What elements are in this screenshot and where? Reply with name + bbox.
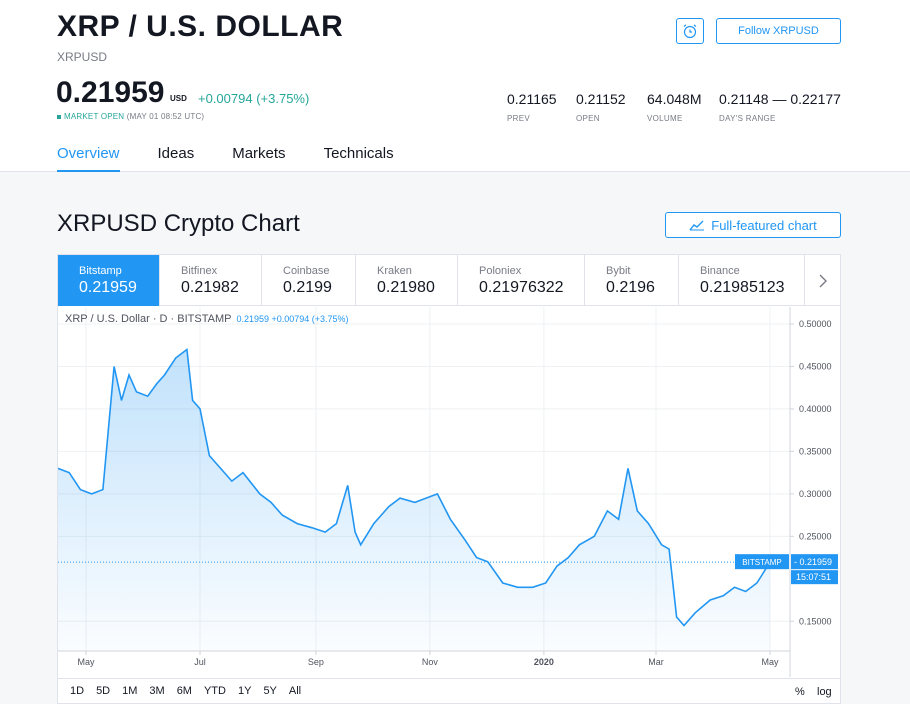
x-tick-label: Sep — [308, 657, 324, 667]
price-area-fill — [58, 349, 770, 651]
exchange-price: 0.21980 — [377, 279, 435, 296]
stat-label: PREV — [507, 114, 530, 123]
price-change: +0.00794 (+3.75%) — [198, 91, 310, 106]
exchange-badge — [735, 554, 789, 570]
chart-legend-value: 0.21959 +0.00794 (+3.75%) — [236, 314, 349, 324]
y-tick-label: 0.15000 — [799, 616, 832, 626]
exchange-tab-bybit[interactable]: Bybit 0.2196 — [585, 255, 679, 306]
exchange-tab-bitstamp[interactable]: Bitstamp 0.21959 — [58, 255, 160, 306]
x-tick-label: Mar — [648, 657, 664, 667]
range-3m[interactable]: 3M — [149, 685, 165, 697]
symbol-tabs: Overview Ideas Markets Technicals — [57, 145, 432, 172]
exchange-tab-bitfinex[interactable]: Bitfinex 0.21982 — [160, 255, 262, 306]
last-price-value: - 0.21959 — [794, 557, 832, 567]
range-5y[interactable]: 5Y — [263, 685, 277, 697]
full-featured-chart-button[interactable]: Full-featured chart — [665, 212, 841, 238]
follow-button[interactable]: Follow XRPUSD — [716, 18, 841, 44]
exchange-price: 0.2196 — [606, 279, 655, 296]
stat-label: DAY'S RANGE — [719, 114, 776, 123]
market-status: MARKET OPEN (MAY 01 08:52 UTC) — [57, 112, 204, 121]
exchange-badge-label: BITSTAMP — [742, 558, 781, 567]
exchange-name: Bybit — [606, 265, 631, 277]
exchange-price: 0.21985123 — [700, 279, 785, 296]
stat-days-range: 0.21148 — 0.22177 DAY'S RANGE — [719, 91, 841, 123]
range-1y[interactable]: 1Y — [237, 685, 252, 697]
range-all[interactable]: All — [288, 685, 302, 697]
section-title: XRPUSD Crypto Chart — [57, 210, 300, 237]
range-5d[interactable]: 5D — [96, 685, 111, 697]
symbol-header: XRP / U.S. DOLLAR XRPUSD Follow XRPUSD 0… — [0, 0, 910, 172]
stat-volume: 64.048M VOLUME — [647, 91, 701, 123]
tab-ideas[interactable]: Ideas — [157, 145, 195, 162]
x-tick-label: May — [761, 657, 779, 667]
exchange-name: Kraken — [377, 265, 412, 277]
log-scale-toggle[interactable]: log — [817, 686, 832, 698]
exchange-tabs: Bitstamp 0.21959 Bitfinex 0.21982 Coinba… — [58, 255, 840, 306]
exchange-name: Bitstamp — [79, 265, 122, 277]
y-tick-label: 0.45000 — [799, 361, 832, 371]
exchange-price: 0.2199 — [283, 279, 332, 296]
tab-technicals[interactable]: Technicals — [323, 145, 394, 162]
chart-legend-symbol: XRP / U.S. Dollar · D · BITSTAMP — [65, 313, 232, 325]
range-toolbar: 1D 5D 1M 3M 6M YTD 1Y 5Y All % log — [58, 678, 840, 703]
exchange-name: Binance — [700, 265, 740, 277]
chart-line-icon — [689, 220, 705, 231]
x-tick-label: 2020 — [534, 657, 554, 667]
stat-value: 0.21148 — 0.22177 — [719, 91, 841, 107]
symbol-title: XRP / U.S. DOLLAR — [57, 10, 344, 43]
price-currency: USD — [170, 94, 187, 103]
x-tick-label: Jul — [194, 657, 206, 667]
range-1m[interactable]: 1M — [122, 685, 138, 697]
exchange-tab-kraken[interactable]: Kraken 0.21980 — [356, 255, 458, 306]
range-1d[interactable]: 1D — [70, 685, 85, 697]
stat-value: 0.21165 — [507, 91, 557, 107]
stat-label: OPEN — [576, 114, 600, 123]
range-ytd[interactable]: YTD — [203, 685, 226, 697]
range-6m[interactable]: 6M — [176, 685, 192, 697]
y-tick-label: 0.40000 — [799, 404, 832, 414]
market-status-time: (MAY 01 08:52 UTC) — [126, 112, 205, 121]
x-tick-label: Nov — [422, 657, 439, 667]
price-chart[interactable]: 0.50000 0.45000 0.40000 0.35000 0.30000 0.250… — [58, 307, 840, 677]
last-price-badge — [791, 554, 838, 570]
countdown-badge — [791, 570, 838, 585]
stat-open: 0.21152 OPEN — [576, 91, 626, 123]
full-featured-chart-label: Full-featured chart — [711, 217, 817, 233]
last-price: 0.21959 — [56, 76, 165, 109]
exchange-tab-binance[interactable]: Binance 0.21985123 — [679, 255, 805, 306]
y-tick-label: 0.25000 — [799, 531, 832, 541]
tab-overview[interactable]: Overview — [57, 145, 120, 172]
price-line — [58, 348, 771, 627]
exchange-name: Coinbase — [283, 265, 330, 277]
exchange-tab-poloniex[interactable]: Poloniex 0.21976322 — [458, 255, 585, 306]
exchange-name: Poloniex — [479, 265, 522, 277]
exchange-price: 0.21982 — [181, 279, 239, 296]
chart-section: XRPUSD Crypto Chart Full-featured chart … — [0, 172, 910, 704]
tab-markets[interactable]: Markets — [232, 145, 286, 162]
exchange-name: Bitfinex — [181, 265, 218, 277]
stat-value: 0.21152 — [576, 91, 626, 107]
countdown-value: 15:07:51 — [796, 572, 831, 582]
symbol-ticker: XRPUSD — [57, 50, 108, 64]
exchange-price: 0.21959 — [79, 279, 137, 296]
stat-prev: 0.21165 PREV — [507, 91, 557, 123]
y-tick-label: 0.35000 — [799, 446, 832, 456]
percent-scale-toggle[interactable]: % — [795, 686, 805, 698]
alarm-clock-icon — [683, 24, 697, 39]
exchange-price: 0.21976322 — [479, 279, 564, 296]
y-tick-label: 0.50000 — [799, 319, 832, 329]
scroll-exchanges-button[interactable] — [804, 255, 840, 306]
chart-widget: Bitstamp 0.21959 Bitfinex 0.21982 Coinba… — [57, 254, 841, 704]
y-tick-label: 0.30000 — [799, 489, 832, 499]
add-alert-button[interactable] — [676, 18, 704, 44]
stat-label: VOLUME — [647, 114, 683, 123]
chart-legend: XRP / U.S. Dollar · D · BITSTAMP 0.21959 … — [65, 313, 349, 325]
market-status-label: MARKET OPEN — [64, 112, 125, 121]
stat-value: 64.048M — [647, 91, 702, 107]
exchange-tab-coinbase[interactable]: Coinbase 0.2199 — [262, 255, 356, 306]
chevron-right-icon — [819, 274, 827, 287]
x-tick-label: May — [78, 657, 96, 667]
status-dot-icon — [57, 114, 61, 119]
